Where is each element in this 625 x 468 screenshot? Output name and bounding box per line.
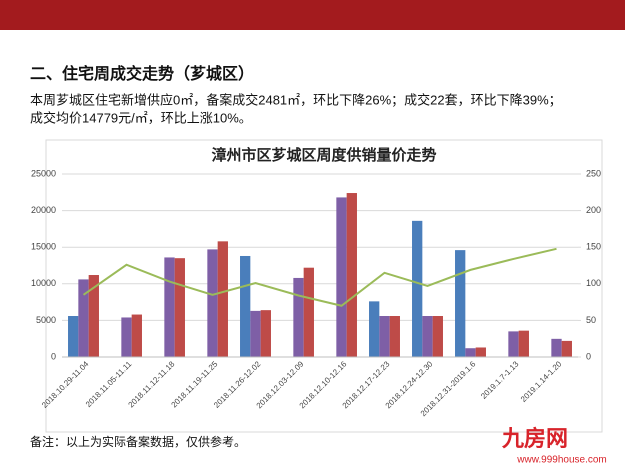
bar — [379, 316, 390, 357]
heading: 二、住宅周成交走势（芗城区） — [30, 64, 254, 83]
bar — [455, 250, 466, 357]
bar — [240, 255, 251, 357]
top-band — [0, 0, 625, 30]
bar — [369, 301, 380, 357]
bar — [412, 220, 423, 357]
bar — [346, 193, 357, 357]
chart-title: 漳州市区芗城区周度供销量价走势 — [211, 146, 436, 164]
y-tick-label: 25000 — [31, 168, 56, 178]
bar — [121, 317, 132, 357]
bar — [68, 316, 79, 357]
bar — [432, 316, 443, 357]
bar — [508, 331, 519, 357]
y2-tick-label: 100 — [586, 278, 601, 288]
chart-frame — [45, 139, 603, 433]
y2-tick-label: 0 — [586, 351, 591, 361]
y-tick-label: 5000 — [36, 315, 56, 325]
bar — [207, 249, 218, 357]
bar — [217, 241, 228, 357]
bar — [475, 347, 486, 357]
y-tick-label: 15000 — [31, 242, 56, 252]
bar — [561, 340, 572, 357]
bar — [422, 316, 433, 357]
bar — [336, 197, 347, 357]
bar — [389, 316, 400, 357]
bar — [518, 330, 529, 357]
y-tick-label: 10000 — [31, 278, 56, 288]
paragraph-line: 本周芗城区住宅新增供应0㎡，备案成交2481㎡，环比下降26%；成交22套，环比… — [30, 92, 562, 108]
bar — [131, 314, 142, 357]
y2-tick-label: 250 — [586, 168, 601, 178]
paragraph-line: 成交均价14779元/㎡，环比上涨10%。 — [30, 110, 252, 125]
bar — [250, 310, 261, 357]
bar — [78, 279, 89, 357]
bar — [260, 310, 271, 357]
y2-tick-label: 200 — [586, 205, 601, 215]
footnote: 备注：以上为实际备案数据，仅供参考。 — [30, 434, 246, 449]
bar — [88, 275, 99, 357]
bar — [465, 348, 476, 357]
bar — [164, 257, 175, 357]
watermark-url: www.999house.com — [516, 455, 607, 466]
y-tick-label: 20000 — [31, 205, 56, 215]
y-tick-label: 0 — [51, 351, 56, 361]
bar — [551, 338, 562, 357]
bar — [303, 267, 314, 357]
watermark-brand: 九房网 — [501, 426, 568, 451]
y2-tick-label: 150 — [586, 242, 601, 252]
bar — [174, 258, 185, 357]
y2-tick-label: 50 — [586, 315, 596, 325]
bar — [293, 277, 304, 357]
line — [82, 247, 557, 307]
